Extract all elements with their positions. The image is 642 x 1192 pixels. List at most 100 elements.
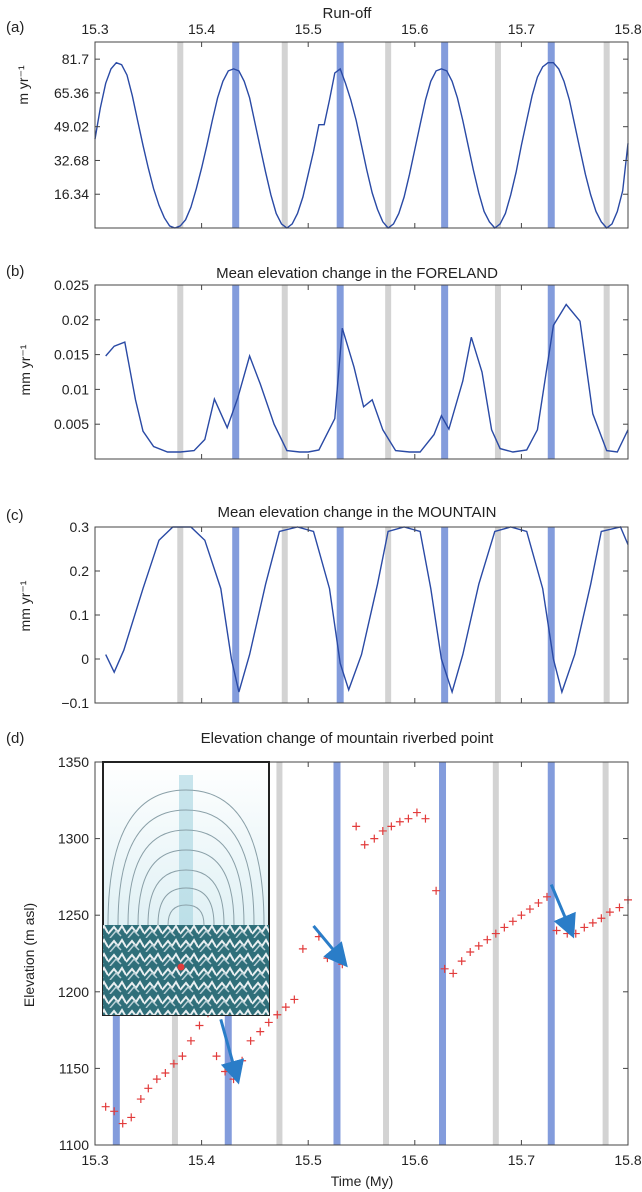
panel-d-point-10 [186,1036,195,1045]
panel-c-ytick-label-0: −0.1 [61,695,89,711]
panel-b-ylabel: mm yr⁻¹ [17,344,33,395]
panel-d: (d) Elevation change of mountain riverbe… [6,730,642,1189]
panel-d-ytick-label-0: 1100 [59,1137,89,1153]
panel-d-point-47 [525,905,534,914]
panel-a-ytick-label-3: 65.36 [54,85,89,101]
panel-d-ytick-label-5: 1350 [58,754,89,770]
panel-d-xtick-label-5: 15.8 [614,1152,641,1168]
panel-c-max-band-0 [232,527,240,703]
panel-b-min-band-3 [494,285,501,459]
panel-d-xtick-label-1: 15.4 [188,1152,215,1168]
panel-b-min-band-2 [385,285,392,459]
panel-d-point-25 [323,954,332,963]
panel-b-max-band-2 [441,285,449,459]
panel-b: (b) Mean elevation change in the FORELAN… [6,263,629,460]
panel-d-point-31 [387,822,396,831]
panel-a-min-band-1 [281,42,288,228]
panel-d-xtick-label-2: 15.5 [295,1152,322,1168]
panel-c-ytick-label-3: 0.2 [70,563,90,579]
panel-d-max-band-3 [439,762,447,1145]
panel-d-point-21 [281,1003,290,1012]
panel-a-xtick-label-0: 15.3 [81,21,108,37]
panel-c-bands [177,527,610,703]
panel-c-min-band-4 [603,527,610,703]
panel-c-min-band-2 [385,527,392,703]
panel-d-min-band-4 [602,762,609,1145]
panel-c-ytick-label-4: 0.3 [70,519,90,535]
panel-d-point-46 [517,911,526,920]
panel-b-series [105,303,629,453]
panel-c-series [105,526,629,695]
panel-a-max-band-0 [232,42,240,228]
panel-d-point-36 [432,886,441,895]
panel-b-series-line [105,303,629,453]
panel-d-point-45 [508,917,517,926]
inset-map [102,761,270,1016]
panel-a-xtick-label-2: 15.5 [295,21,322,37]
panel-d-point-29 [370,834,379,843]
panel-d-point-4 [136,1095,145,1104]
panel-a-y-ticks: 16.34 32.68 49.02 65.36 81.7 [54,51,628,202]
panel-c-y-ticks: −0.1 0 0.1 0.2 0.3 [61,519,628,711]
panel-c-title: Mean elevation change in the MOUNTAIN [217,504,496,521]
inset-point-marker [177,963,185,971]
panel-a-ytick-label-4: 81.7 [62,51,89,67]
panel-d-ytick-label-1: 1150 [59,1060,89,1076]
panel-d-arrows [219,883,576,1085]
panel-d-point-53 [580,923,589,932]
panel-b-ytick-label-1: 0.01 [62,381,89,397]
panel-d-point-32 [395,817,404,826]
panel-d-point-54 [588,918,597,927]
panel-d-point-56 [605,908,614,917]
panel-a-max-band-3 [547,42,555,228]
panel-a-xtick-label-5: 15.8 [614,21,641,37]
panel-d-point-40 [466,947,475,956]
panel-d-y-ticks: 1100 1150 1200 1250 1300 1350 [58,754,628,1153]
panel-d-point-6 [152,1075,161,1084]
panel-c-min-band-1 [281,527,288,703]
arrow-2 [549,883,576,939]
panel-d-point-43 [491,929,500,938]
panel-c: (c) Mean elevation change in the MOUNTAI… [6,504,629,711]
panel-a-bands [177,42,610,228]
panel-d-xtick-label-4: 15.7 [508,1152,535,1168]
panel-a-frame [94,41,629,229]
panel-b-ytick-label-2: 0.015 [54,347,89,363]
panel-d-point-22 [290,995,299,1004]
panel-a-min-band-3 [494,42,501,228]
panel-d-point-11 [195,1021,204,1030]
panel-b-min-band-0 [177,285,184,459]
panel-d-ytick-label-3: 1250 [58,907,89,923]
panel-a-title: Run-off [323,5,373,22]
panel-d-point-27 [352,822,361,831]
panel-d-point-8 [169,1059,178,1068]
panel-d-point-5 [144,1084,153,1093]
panel-d-point-19 [264,1018,273,1027]
panel-a-xtick-label-3: 15.6 [401,21,428,37]
panel-b-bands [177,285,610,459]
panel-a: (a) Run-off m yr⁻¹ 16.34 32.68 49.02 65.36 8… [6,5,642,229]
panel-a-ytick-label-2: 49.02 [54,119,89,135]
panel-b-max-band-3 [547,285,555,459]
panel-c-ytick-label-1: 0 [81,651,89,667]
panel-a-ytick-label-0: 16.34 [54,186,89,202]
panel-d-ylabel: Elevation (m asl) [21,903,37,1007]
panel-b-min-band-4 [603,285,610,459]
panel-a-min-band-4 [603,42,610,228]
panel-d-ytick-label-4: 1300 [58,831,89,847]
panel-a-xtick-label-4: 15.7 [508,21,535,37]
panel-d-point-42 [483,935,492,944]
panel-d-max-band-4 [547,762,555,1145]
panel-b-y-ticks: 0.005 0.01 0.015 0.02 0.025 [54,277,628,432]
panel-a-series [94,61,629,229]
panel-c-min-band-0 [177,527,184,703]
panel-d-point-2 [118,1119,127,1128]
panel-c-series-line [105,526,629,695]
panel-b-title: Mean elevation change in the FORELAND [216,265,498,282]
panel-d-point-23 [298,944,307,953]
panel-b-ytick-label-0: 0.005 [54,416,89,432]
panel-a-min-band-2 [385,42,392,228]
panel-d-point-0 [101,1102,110,1111]
panel-label-a: (a) [6,19,24,36]
